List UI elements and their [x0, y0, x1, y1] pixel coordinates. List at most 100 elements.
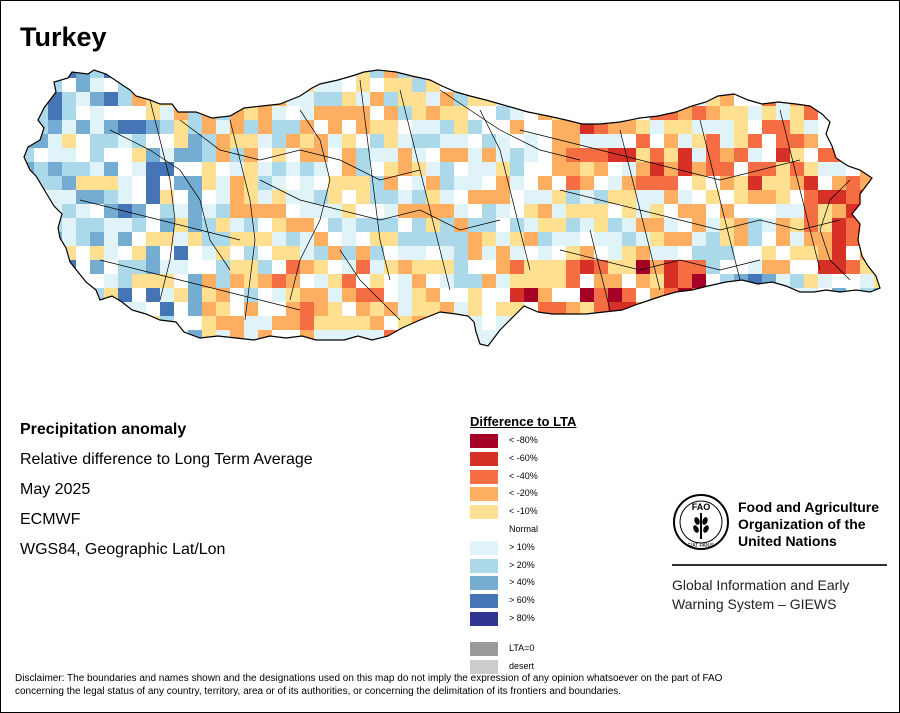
- anomaly-cell: [440, 218, 454, 232]
- anomaly-cell: [538, 330, 552, 344]
- anomaly-cell: [790, 78, 804, 92]
- anomaly-cell: [860, 78, 874, 92]
- anomaly-cell: [24, 204, 34, 218]
- anomaly-cell: [216, 316, 230, 330]
- anomaly-cell: [258, 190, 272, 204]
- anomaly-cell: [692, 176, 706, 190]
- anomaly-cell: [664, 78, 678, 92]
- anomaly-cell: [650, 70, 664, 78]
- legend-swatch: [470, 451, 498, 466]
- anomaly-cell: [720, 232, 734, 246]
- anomaly-cell: [580, 232, 594, 246]
- anomaly-cell: [608, 134, 622, 148]
- anomaly-cell: [692, 190, 706, 204]
- anomaly-cell: [636, 260, 650, 274]
- anomaly-cell: [720, 260, 734, 274]
- anomaly-cell: [230, 288, 244, 302]
- anomaly-cell: [580, 106, 594, 120]
- anomaly-cell: [580, 246, 594, 260]
- anomaly-cell: [846, 302, 860, 316]
- anomaly-cell: [146, 148, 160, 162]
- anomaly-cell: [398, 92, 412, 106]
- anomaly-cell: [160, 148, 174, 162]
- anomaly-cell: [552, 232, 566, 246]
- anomaly-cell: [132, 246, 146, 260]
- anomaly-cell: [468, 274, 482, 288]
- anomaly-cell: [244, 204, 258, 218]
- anomaly-cell: [62, 344, 76, 346]
- anomaly-cell: [398, 162, 412, 176]
- anomaly-cell: [482, 330, 496, 344]
- anomaly-cell: [720, 302, 734, 316]
- anomaly-cell: [62, 274, 76, 288]
- legend-item: Normal: [470, 521, 610, 539]
- anomaly-cell: [426, 204, 440, 218]
- anomaly-cell: [104, 70, 118, 78]
- anomaly-cell: [720, 246, 734, 260]
- anomaly-cell: [328, 218, 342, 232]
- anomaly-cell: [286, 218, 300, 232]
- anomaly-cell: [440, 120, 454, 134]
- anomaly-cell: [384, 92, 398, 106]
- anomaly-cell: [790, 148, 804, 162]
- anomaly-cell: [426, 218, 440, 232]
- anomaly-cell: [832, 232, 846, 246]
- anomaly-cell: [132, 204, 146, 218]
- anomaly-cell: [90, 120, 104, 134]
- anomaly-cell: [328, 302, 342, 316]
- anomaly-cell: [454, 92, 468, 106]
- anomaly-cell: [104, 176, 118, 190]
- anomaly-cell: [34, 176, 48, 190]
- anomaly-cell: [244, 148, 258, 162]
- anomaly-cell: [370, 260, 384, 274]
- anomaly-cell: [342, 162, 356, 176]
- anomaly-cell: [440, 148, 454, 162]
- anomaly-cell: [286, 274, 300, 288]
- anomaly-cell: [524, 162, 538, 176]
- anomaly-cell: [664, 204, 678, 218]
- anomaly-cell: [48, 120, 62, 134]
- anomaly-cell: [258, 344, 272, 346]
- anomaly-cell: [258, 176, 272, 190]
- anomaly-cell: [650, 106, 664, 120]
- anomaly-cell: [524, 218, 538, 232]
- anomaly-cell: [706, 260, 720, 274]
- anomaly-cell: [552, 92, 566, 106]
- anomaly-cell: [160, 190, 174, 204]
- anomaly-cell: [566, 78, 580, 92]
- anomaly-cell: [314, 176, 328, 190]
- anomaly-cell: [804, 148, 818, 162]
- anomaly-cell: [258, 134, 272, 148]
- anomaly-cell: [790, 330, 804, 344]
- anomaly-cell: [398, 190, 412, 204]
- anomaly-cell: [846, 78, 860, 92]
- anomaly-cell: [426, 274, 440, 288]
- anomaly-cell: [146, 134, 160, 148]
- anomaly-cell: [678, 162, 692, 176]
- anomaly-cell: [384, 78, 398, 92]
- anomaly-cell: [118, 190, 132, 204]
- anomaly-cell: [748, 344, 762, 346]
- anomaly-cell: [790, 162, 804, 176]
- anomaly-cell: [566, 218, 580, 232]
- anomaly-cell: [426, 106, 440, 120]
- anomaly-cell: [314, 92, 328, 106]
- anomaly-cell: [636, 176, 650, 190]
- anomaly-cell: [650, 162, 664, 176]
- anomaly-cell: [468, 302, 482, 316]
- anomaly-cell: [314, 190, 328, 204]
- anomaly-cell: [24, 176, 34, 190]
- anomaly-cell: [678, 232, 692, 246]
- anomaly-cell: [160, 330, 174, 344]
- anomaly-cell: [384, 260, 398, 274]
- anomaly-cell: [202, 134, 216, 148]
- anomaly-cell: [160, 288, 174, 302]
- anomaly-cell: [118, 148, 132, 162]
- anomaly-cell: [636, 148, 650, 162]
- province-boundary: [439, 89, 581, 161]
- anomaly-cell: [860, 162, 874, 176]
- anomaly-cell: [244, 246, 258, 260]
- anomaly-cell: [272, 134, 286, 148]
- legend-item: > 20%: [470, 557, 610, 575]
- anomaly-cell: [748, 120, 762, 134]
